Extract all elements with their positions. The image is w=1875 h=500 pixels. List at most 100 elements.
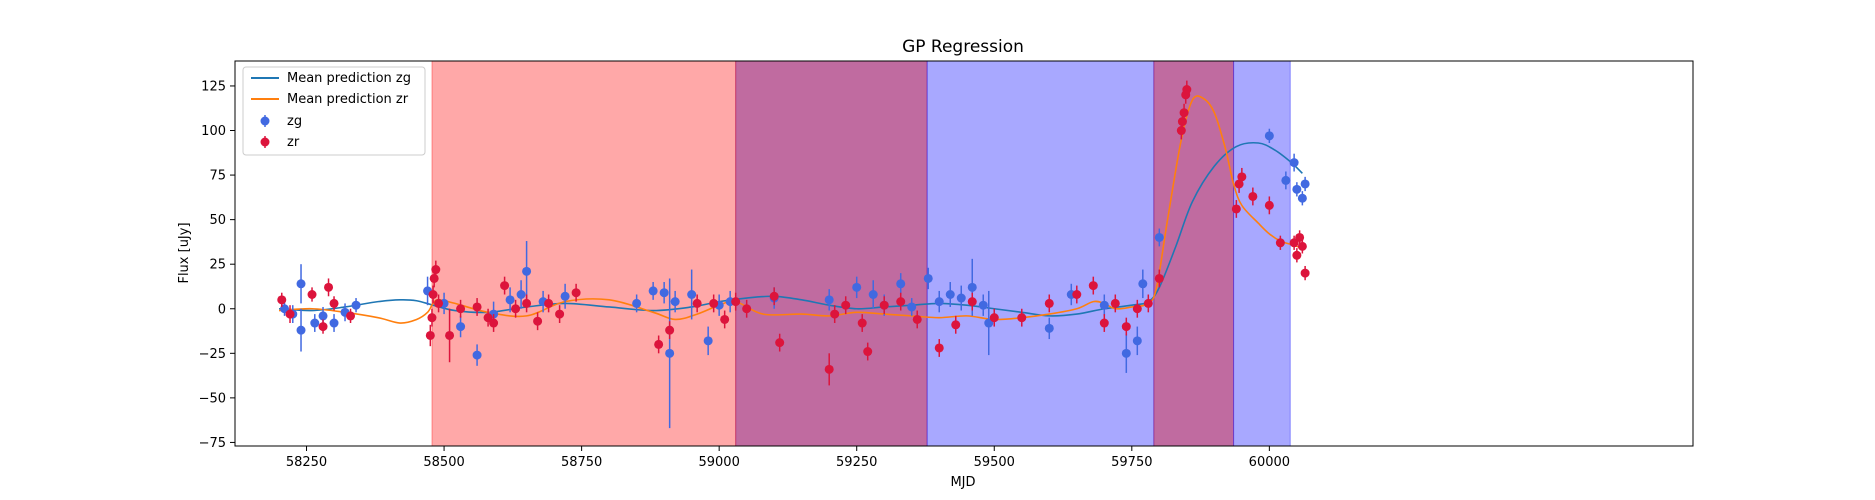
marker-zr-45: [989, 313, 999, 323]
marker-zr-28: [709, 298, 719, 308]
marker-zr-5: [329, 298, 339, 308]
marker-zr-42: [934, 343, 944, 353]
marker-zr-34: [824, 364, 834, 374]
shaded-region-4: [1233, 60, 1291, 447]
marker-zg-23: [670, 297, 680, 307]
point-zr-49: [1088, 276, 1098, 295]
marker-zg-39: [967, 282, 977, 292]
point-zg-38: [956, 285, 966, 311]
point-zr-30: [731, 292, 741, 311]
marker-zr-71: [1300, 268, 1310, 278]
y-tick-label--75: −75: [199, 436, 226, 451]
point-zg-48: [1154, 228, 1164, 247]
marker-zr-8: [427, 313, 437, 323]
point-zr-28: [709, 294, 719, 313]
legend-box: [242, 66, 426, 156]
marker-zr-26: [665, 325, 675, 335]
marker-zr-57: [1177, 117, 1187, 127]
point-zr-17: [489, 314, 499, 332]
point-zr-47: [1044, 294, 1054, 313]
marker-zr-7: [425, 330, 435, 340]
marker-zg-46: [1132, 336, 1142, 346]
x-tick-label-58500: 58500: [423, 455, 464, 470]
x-tick-label-58250: 58250: [286, 455, 327, 470]
point-zg-44: [1099, 294, 1109, 316]
point-zg-14: [505, 287, 515, 313]
point-zr-23: [555, 305, 565, 324]
x-tick-label-59000: 59000: [698, 455, 739, 470]
point-zg-4: [310, 314, 320, 332]
marker-zr-33: [775, 338, 785, 348]
marker-zr-43: [951, 320, 961, 330]
point-zg-36: [934, 290, 944, 313]
marker-zr-9: [428, 289, 438, 299]
marker-zg-25: [703, 336, 713, 346]
marker-zg-3: [296, 325, 306, 335]
legend-label-mean-zg: Mean prediction zg: [287, 71, 411, 86]
marker-zg-19: [632, 298, 642, 308]
marker-zr-53: [1132, 304, 1142, 314]
marker-zr-64: [1248, 191, 1258, 201]
marker-zg-16: [522, 266, 532, 276]
point-zr-26: [665, 321, 675, 340]
point-zg-16: [522, 241, 532, 302]
marker-zr-56: [1176, 126, 1186, 136]
x-axis-label: MJD: [950, 475, 975, 490]
point-zg-37: [945, 282, 955, 307]
point-zr-70: [1297, 239, 1307, 254]
marker-zr-66: [1275, 238, 1285, 248]
point-zr-25: [654, 335, 664, 354]
point-zr-71: [1300, 265, 1310, 281]
point-zg-35: [923, 267, 933, 290]
marker-zg-38: [956, 293, 966, 303]
marker-zg-47: [1138, 279, 1148, 289]
marker-zr-37: [857, 318, 867, 328]
point-zg-52: [1292, 182, 1302, 197]
point-zr-53: [1132, 299, 1142, 318]
point-zr-2: [307, 287, 317, 302]
marker-zr-54: [1143, 298, 1153, 308]
marker-zg-53: [1297, 193, 1307, 203]
marker-zr-13: [445, 330, 455, 340]
marker-zr-14: [456, 304, 466, 314]
point-zg-12: [472, 344, 482, 366]
shaded-region-3: [1153, 60, 1235, 447]
point-zr-50: [1099, 314, 1109, 332]
point-zr-9: [428, 285, 438, 304]
x-tick-label-59250: 59250: [836, 455, 877, 470]
marker-zr-55: [1154, 273, 1164, 283]
point-zr-33: [775, 333, 785, 352]
point-zr-65: [1264, 196, 1274, 215]
y-tick-label-0: 0: [218, 302, 226, 317]
marker-zr-46: [1017, 313, 1027, 323]
point-zg-18: [560, 283, 570, 309]
point-zg-6: [329, 314, 339, 332]
legend-label-zg: zg: [287, 114, 302, 129]
marker-zr-63: [1237, 172, 1247, 182]
marker-zr-19: [511, 304, 521, 314]
marker-zr-17: [489, 318, 499, 328]
y-tick-label-50: 50: [209, 213, 226, 228]
marker-zr-4: [324, 282, 334, 292]
point-zr-43: [951, 315, 961, 334]
marker-zg-34: [907, 302, 917, 312]
marker-zr-52: [1121, 322, 1131, 332]
point-zr-11: [431, 260, 441, 279]
marker-zr-36: [841, 300, 851, 310]
marker-zr-2: [307, 289, 317, 299]
marker-zg-22: [665, 348, 675, 358]
point-zr-44: [967, 292, 977, 311]
marker-zr-50: [1099, 318, 1109, 328]
point-zr-18: [500, 276, 510, 295]
marker-zg-49: [1264, 131, 1274, 141]
x-tick-label-59750: 59750: [1111, 455, 1152, 470]
point-zr-54: [1143, 294, 1153, 313]
marker-zr-51: [1110, 298, 1120, 308]
point-zg-19: [632, 294, 642, 313]
marker-zr-25: [654, 339, 664, 349]
y-tick-label-75: 75: [209, 169, 226, 184]
point-zr-3: [318, 319, 328, 334]
marker-zg-12: [472, 350, 482, 360]
y-tick-label--25: −25: [199, 347, 226, 362]
